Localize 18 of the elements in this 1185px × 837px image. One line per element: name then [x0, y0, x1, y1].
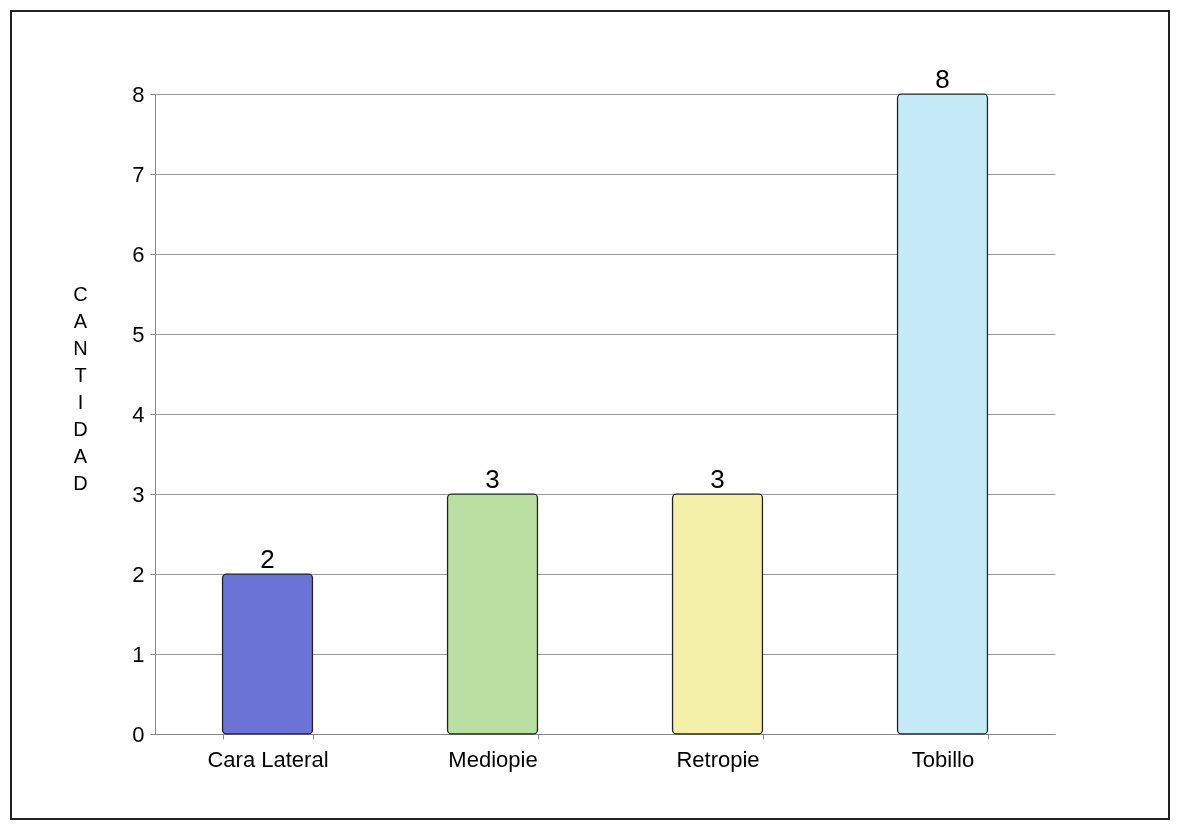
- y-tick-label: 4: [132, 401, 145, 427]
- y-tick-label: 0: [132, 721, 145, 747]
- y-tick-label: 2: [132, 561, 145, 587]
- y-tick-label: 3: [132, 481, 145, 507]
- y-tick-label: 5: [132, 321, 145, 347]
- x-tick-label: Retropie: [676, 746, 760, 772]
- x-tick-label: Cara Lateral: [207, 746, 329, 772]
- y-tick-label: 6: [132, 241, 145, 267]
- y-tick-label: 7: [132, 161, 145, 187]
- y-tick-label: 1: [132, 641, 145, 667]
- x-tick-label: Mediopie: [448, 746, 538, 772]
- data-label: 8: [935, 64, 950, 94]
- x-tick-label: Tobillo: [911, 746, 975, 772]
- data-label: 3: [710, 464, 725, 494]
- data-label: 3: [485, 464, 500, 494]
- data-label: 2: [260, 544, 275, 574]
- y-tick-label: 8: [132, 81, 145, 107]
- y-axis-title: CANTIDAD: [73, 282, 88, 494]
